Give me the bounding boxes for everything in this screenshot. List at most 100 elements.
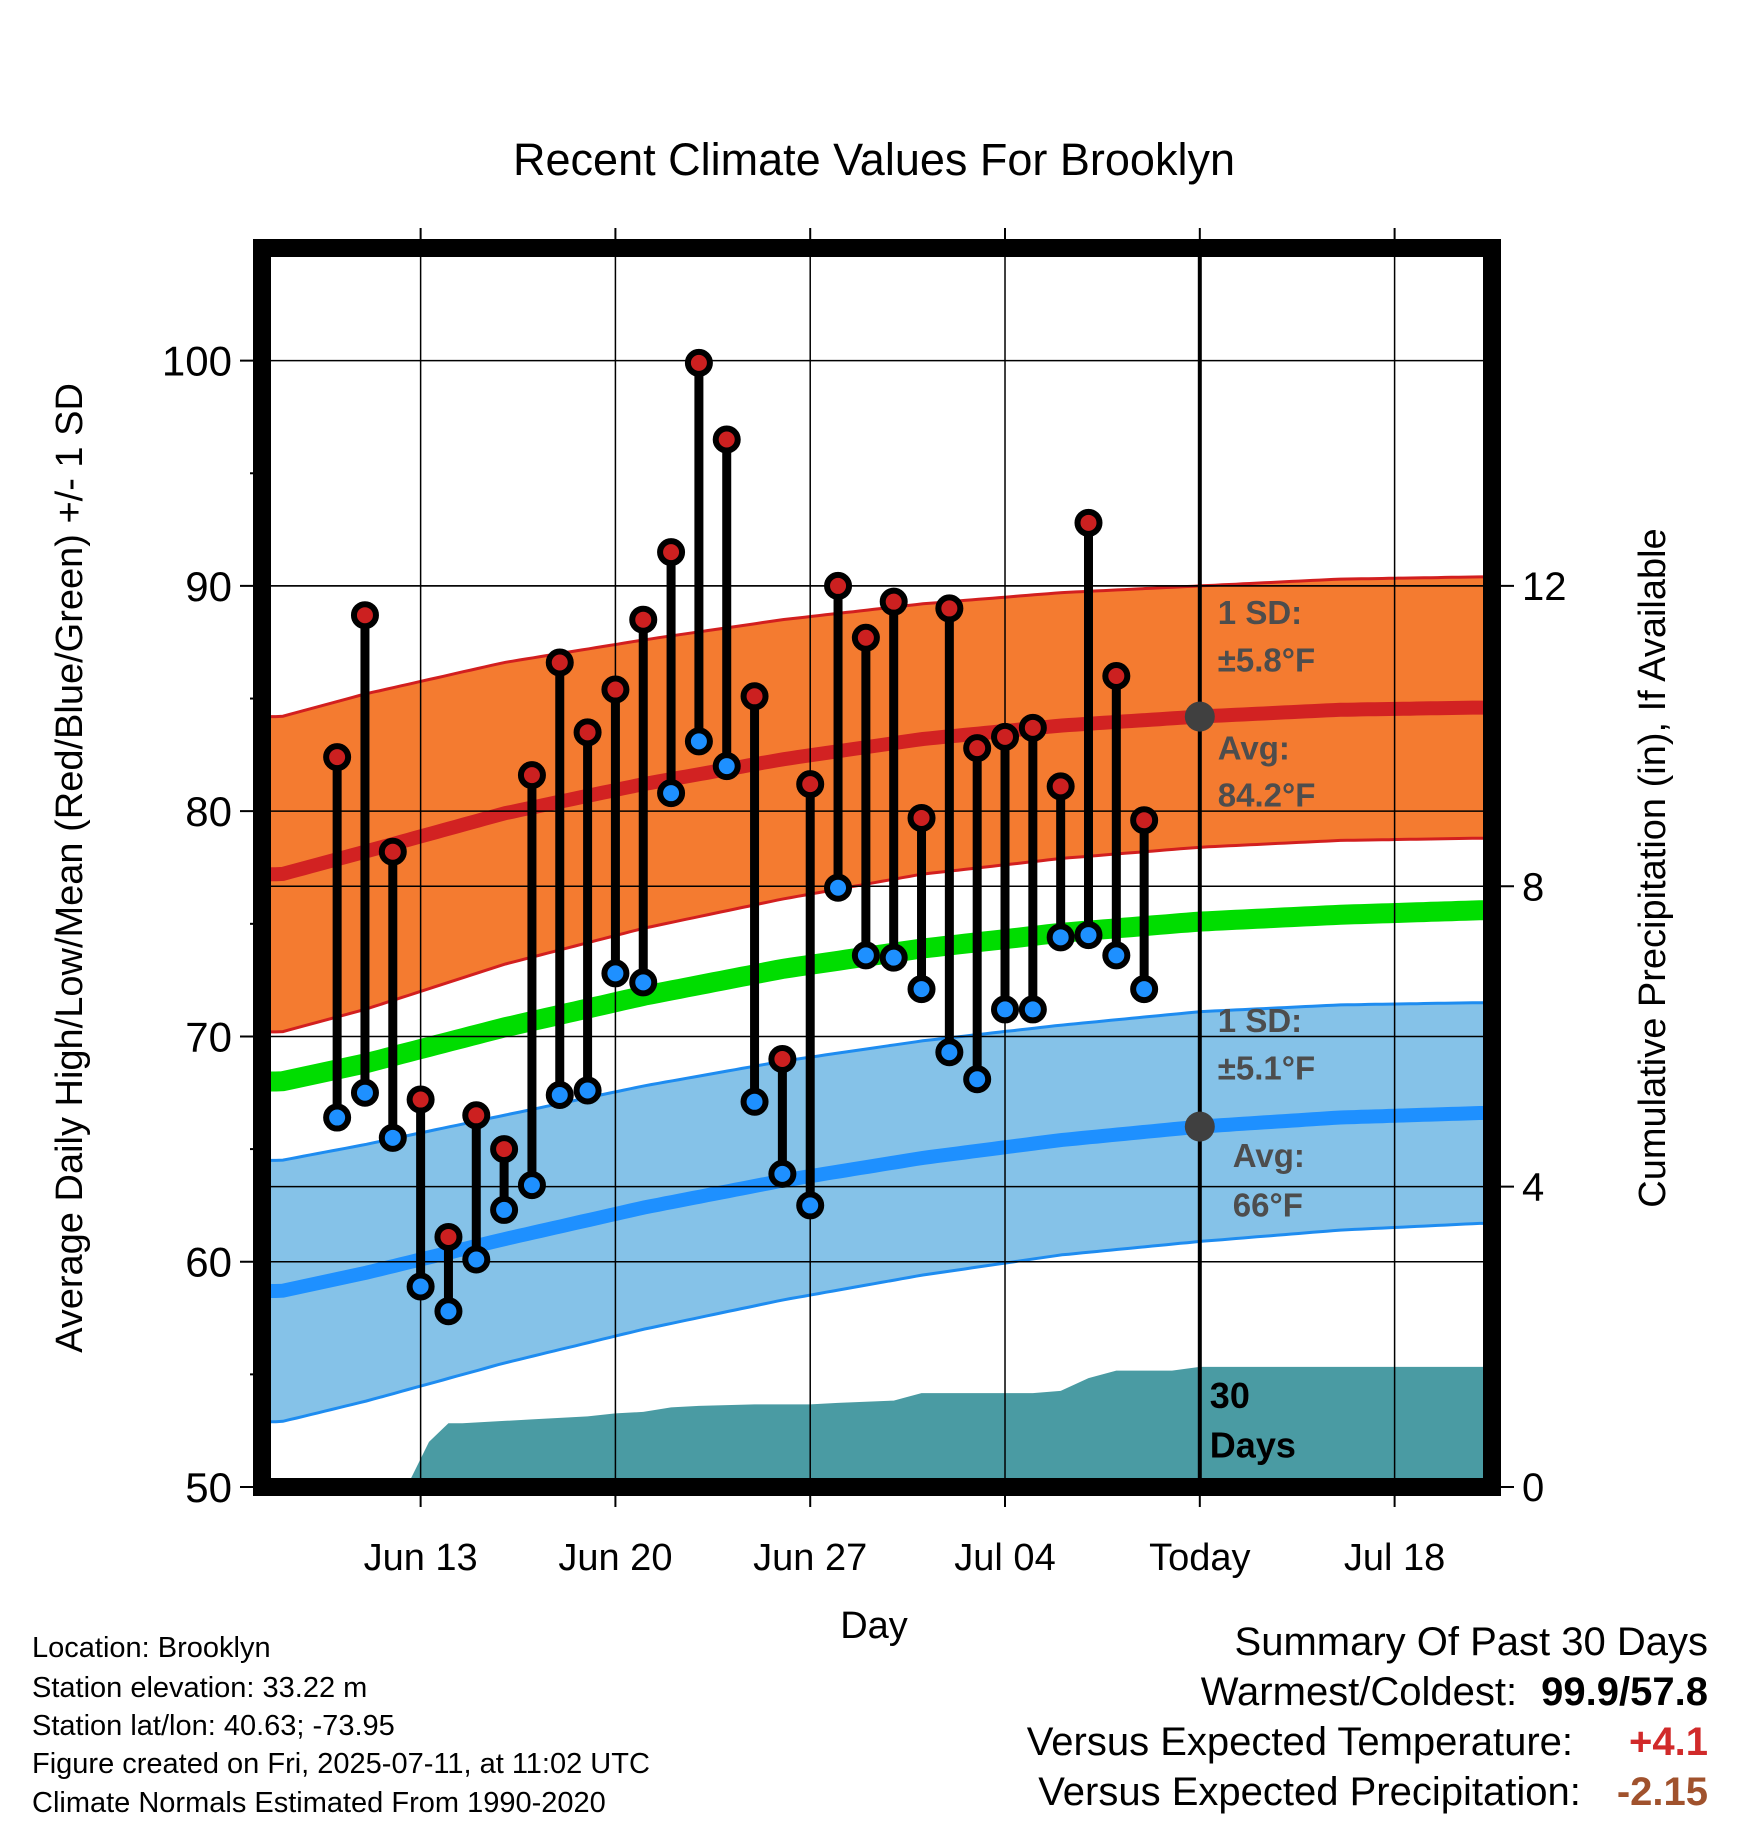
warm-cold-label: Warmest/Coldest: bbox=[1200, 1670, 1518, 1714]
daily-low-point bbox=[1102, 941, 1131, 970]
daily-low-point bbox=[1018, 995, 1047, 1024]
daily-high-point bbox=[657, 538, 686, 567]
today-high-normal-marker bbox=[1184, 701, 1215, 732]
high-sd-upper-edge bbox=[262, 575, 1487, 719]
daily-high-point bbox=[1074, 508, 1103, 537]
daily-low-point bbox=[824, 873, 853, 902]
daily-high-point bbox=[573, 718, 602, 747]
figure-created: Figure created on Fri, 2025-07-11, at 11… bbox=[32, 1748, 650, 1780]
daily-high-point bbox=[991, 722, 1020, 751]
daily-high-point bbox=[378, 837, 407, 866]
temp-anomaly-label: Versus Expected Temperature: bbox=[1026, 1720, 1574, 1764]
daily-high-point bbox=[406, 1085, 435, 1114]
period-label-unit: Days bbox=[1210, 1425, 1296, 1466]
high-sd-lower-edge bbox=[262, 836, 1487, 1034]
period-label-number: 30 bbox=[1210, 1375, 1250, 1416]
today-low-normal-marker bbox=[1184, 1111, 1215, 1142]
x-tick-label: Today bbox=[1149, 1537, 1250, 1579]
y2-tick-label: 8 bbox=[1522, 865, 1544, 909]
low-sd-lower-edge bbox=[262, 1221, 1487, 1424]
daily-low-point bbox=[434, 1297, 463, 1326]
low-avg-annotation-label: Avg: bbox=[1233, 1137, 1305, 1174]
daily-low-point bbox=[517, 1171, 546, 1200]
plot-area: 1 SD: ±5.8°F Avg: 84.2°F 1 SD: ±5.1°F Avg: 66°F… bbox=[162, 228, 1567, 1579]
daily-low-point bbox=[350, 1078, 379, 1107]
high-sd-annotation-label: 1 SD: bbox=[1218, 594, 1302, 631]
y-tick-label: 100 bbox=[162, 338, 232, 385]
daily-high-point bbox=[1018, 713, 1047, 742]
daily-high-point bbox=[963, 734, 992, 763]
precip-anomaly-value: -2.15 bbox=[1616, 1770, 1708, 1814]
daily-low-point bbox=[490, 1195, 519, 1224]
summary-temp-anomaly: Versus Expected Temperature: +4.1 bbox=[1027, 1722, 1708, 1762]
daily-low-point bbox=[601, 959, 630, 988]
precip-anomaly-label: Versus Expected Precipitation: bbox=[1038, 1770, 1581, 1814]
daily-low-point bbox=[1130, 975, 1159, 1004]
daily-low-point bbox=[378, 1123, 407, 1152]
daily-high-point bbox=[350, 601, 379, 630]
daily-low-point bbox=[963, 1065, 992, 1094]
daily-high-point bbox=[434, 1222, 463, 1251]
daily-low-point bbox=[573, 1076, 602, 1105]
x-tick-label: Jun 27 bbox=[753, 1537, 867, 1579]
daily-low-point bbox=[851, 941, 880, 970]
y-tick-label: 90 bbox=[185, 563, 232, 610]
daily-high-point bbox=[796, 770, 825, 799]
daily-high-point bbox=[1102, 662, 1131, 691]
x-tick-label: Jul 04 bbox=[954, 1537, 1055, 1579]
daily-low-point bbox=[991, 995, 1020, 1024]
y2-axis-label: Cumulative Precipitation (in), If Availa… bbox=[1632, 528, 1674, 1207]
summary-warm-cold: Warmest/Coldest: 99.9/57.8 bbox=[1201, 1672, 1708, 1712]
summary-precip-anomaly: Versus Expected Precipitation: -2.15 bbox=[1038, 1772, 1708, 1812]
station-elevation: Station elevation: 33.22 m bbox=[32, 1672, 368, 1704]
daily-high-point bbox=[740, 682, 769, 711]
y2-tick-label: 12 bbox=[1522, 565, 1567, 609]
y-tick-label: 80 bbox=[185, 788, 232, 835]
daily-high-point bbox=[323, 743, 352, 772]
high-sd-band bbox=[262, 576, 1487, 1032]
low-sd-annotation-label: 1 SD: bbox=[1218, 1002, 1302, 1039]
high-avg-annotation-value: 84.2°F bbox=[1218, 777, 1316, 814]
daily-low-point bbox=[406, 1272, 435, 1301]
daily-low-point bbox=[935, 1038, 964, 1067]
high-avg-annotation-label: Avg: bbox=[1218, 729, 1290, 766]
station-location: Location: Brooklyn bbox=[32, 1632, 271, 1664]
y2-tick-label: 4 bbox=[1522, 1166, 1544, 1210]
warmest-value: 99.9 bbox=[1541, 1670, 1620, 1714]
plot-frame bbox=[253, 239, 1501, 1496]
y-tick-label: 50 bbox=[185, 1464, 232, 1511]
coldest-value: 57.8 bbox=[1630, 1670, 1708, 1714]
low-avg-annotation-value: 66°F bbox=[1233, 1187, 1303, 1224]
x-tick-label: Jul 18 bbox=[1344, 1537, 1445, 1579]
x-axis-label: Day bbox=[840, 1605, 908, 1647]
y2-tick-label: 0 bbox=[1522, 1466, 1544, 1510]
low-normal-line bbox=[262, 1106, 1487, 1298]
daily-high-point bbox=[712, 425, 741, 454]
cumulative-precip-area bbox=[262, 1366, 1492, 1487]
daily-low-point bbox=[879, 943, 908, 972]
daily-high-point bbox=[462, 1101, 491, 1130]
temp-anomaly-value: +4.1 bbox=[1629, 1720, 1708, 1764]
daily-low-point bbox=[712, 752, 741, 781]
daily-high-point bbox=[879, 587, 908, 616]
daily-high-point bbox=[545, 648, 574, 677]
station-latlon: Station lat/lon: 40.63; -73.95 bbox=[32, 1710, 395, 1742]
daily-low-point bbox=[323, 1103, 352, 1132]
daily-high-point bbox=[768, 1044, 797, 1073]
daily-low-point bbox=[629, 968, 658, 997]
chart-title: Recent Climate Values For Brooklyn bbox=[513, 134, 1235, 185]
daily-low-point bbox=[768, 1159, 797, 1188]
y-tick-label: 60 bbox=[185, 1239, 232, 1286]
daily-high-point bbox=[851, 623, 880, 652]
low-sd-annotation-value: ±5.1°F bbox=[1218, 1049, 1315, 1086]
daily-high-point bbox=[684, 348, 713, 377]
daily-high-point bbox=[1046, 772, 1075, 801]
daily-high-point bbox=[907, 803, 936, 832]
daily-low-point bbox=[907, 975, 936, 1004]
y-tick-label: 70 bbox=[185, 1013, 232, 1060]
x-tick-label: Jun 20 bbox=[558, 1537, 672, 1579]
daily-low-point bbox=[1074, 921, 1103, 950]
high-sd-annotation-value: ±5.8°F bbox=[1218, 642, 1315, 679]
daily-low-point bbox=[657, 779, 686, 808]
